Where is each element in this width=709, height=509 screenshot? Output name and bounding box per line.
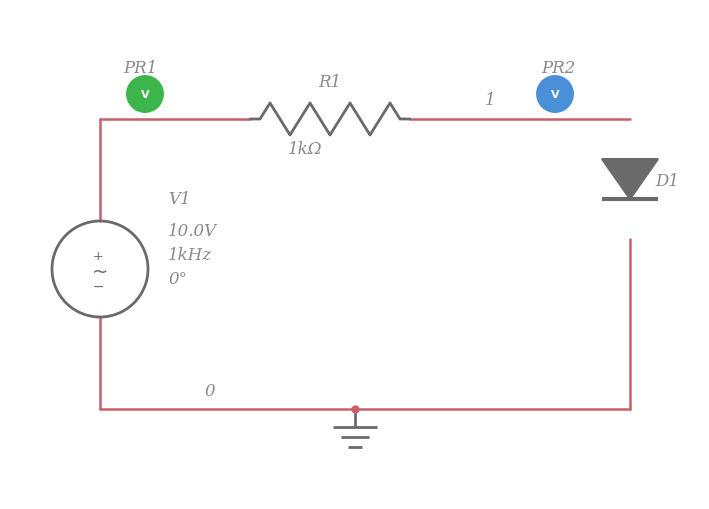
Circle shape <box>125 75 165 115</box>
Polygon shape <box>602 160 658 200</box>
Text: D1: D1 <box>655 173 679 190</box>
Text: 0: 0 <box>205 383 216 400</box>
Text: 1: 1 <box>485 91 496 108</box>
Text: 0°: 0° <box>168 271 187 288</box>
Text: V1: V1 <box>168 191 191 208</box>
Circle shape <box>535 75 575 115</box>
Text: PR2: PR2 <box>541 60 575 76</box>
Text: −: − <box>92 279 104 293</box>
Text: R1: R1 <box>318 73 342 90</box>
Text: PR1: PR1 <box>123 60 157 76</box>
Text: ~: ~ <box>91 262 108 281</box>
Text: +: + <box>93 249 104 262</box>
Text: V: V <box>551 90 559 100</box>
Text: 1kHz: 1kHz <box>168 247 212 264</box>
Text: 10.0V: 10.0V <box>168 223 217 240</box>
Text: V: V <box>140 90 150 100</box>
Text: 1kΩ: 1kΩ <box>288 141 323 158</box>
